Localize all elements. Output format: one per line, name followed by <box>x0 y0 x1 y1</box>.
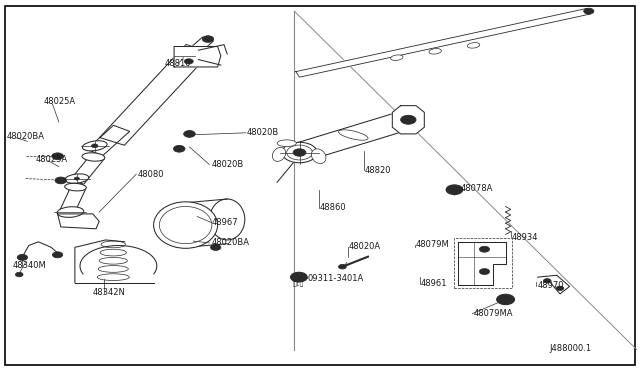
Text: 48020BA: 48020BA <box>6 132 44 141</box>
Text: 48860: 48860 <box>320 203 347 212</box>
Ellipse shape <box>339 130 368 140</box>
Circle shape <box>184 59 193 64</box>
Circle shape <box>584 8 594 14</box>
Text: 48340M: 48340M <box>13 261 47 270</box>
Circle shape <box>339 264 346 269</box>
Ellipse shape <box>83 141 107 151</box>
Polygon shape <box>80 246 157 274</box>
Ellipse shape <box>282 142 317 163</box>
Circle shape <box>92 144 98 148</box>
Circle shape <box>202 36 214 42</box>
Ellipse shape <box>277 140 296 147</box>
Bar <box>454 238 512 288</box>
Circle shape <box>74 177 79 180</box>
Circle shape <box>52 153 63 160</box>
Text: 〈1〉: 〈1〉 <box>293 281 305 287</box>
Ellipse shape <box>82 153 105 161</box>
Ellipse shape <box>287 145 312 160</box>
Polygon shape <box>296 9 591 77</box>
Circle shape <box>401 115 416 124</box>
Ellipse shape <box>390 55 403 60</box>
Text: 48967: 48967 <box>211 218 238 227</box>
Ellipse shape <box>467 43 480 48</box>
Text: 48020B: 48020B <box>246 128 278 137</box>
Text: 48020BA: 48020BA <box>211 238 249 247</box>
Circle shape <box>497 294 515 305</box>
Circle shape <box>211 244 221 250</box>
Circle shape <box>52 252 63 258</box>
Text: J488000.1: J488000.1 <box>549 344 591 353</box>
Ellipse shape <box>429 49 442 54</box>
Circle shape <box>479 246 490 252</box>
Circle shape <box>55 177 67 184</box>
Polygon shape <box>58 214 99 229</box>
Text: 48079M: 48079M <box>416 240 450 249</box>
Text: 48970: 48970 <box>538 281 564 290</box>
Text: 48020B: 48020B <box>211 160 243 169</box>
Circle shape <box>479 269 490 275</box>
Text: 48342N: 48342N <box>93 288 125 297</box>
Ellipse shape <box>65 174 89 183</box>
Text: 48079MA: 48079MA <box>474 309 513 318</box>
Ellipse shape <box>273 147 285 161</box>
Polygon shape <box>86 125 130 155</box>
Circle shape <box>15 272 23 277</box>
Circle shape <box>293 149 306 156</box>
Text: N: N <box>296 273 302 282</box>
Text: 48934: 48934 <box>512 233 538 242</box>
Polygon shape <box>60 187 86 211</box>
Circle shape <box>543 279 551 283</box>
Circle shape <box>184 131 195 137</box>
Circle shape <box>291 272 307 282</box>
Text: 48080: 48080 <box>138 170 164 179</box>
Ellipse shape <box>57 207 84 217</box>
Polygon shape <box>190 37 213 52</box>
Text: 48025A: 48025A <box>44 97 76 106</box>
Polygon shape <box>292 111 417 161</box>
Circle shape <box>17 254 28 260</box>
Polygon shape <box>392 106 424 134</box>
Ellipse shape <box>154 202 218 248</box>
Polygon shape <box>458 242 506 285</box>
Ellipse shape <box>65 183 86 191</box>
Text: 48820: 48820 <box>365 166 391 175</box>
Circle shape <box>173 145 185 152</box>
Text: 48961: 48961 <box>421 279 447 288</box>
Ellipse shape <box>210 199 244 240</box>
Polygon shape <box>70 155 104 184</box>
Text: 48810: 48810 <box>165 60 191 68</box>
Circle shape <box>450 187 459 192</box>
Text: 48078A: 48078A <box>461 185 493 193</box>
Circle shape <box>556 286 564 291</box>
Ellipse shape <box>312 149 326 164</box>
Circle shape <box>446 185 463 195</box>
Polygon shape <box>100 45 211 145</box>
Text: 09311-3401A: 09311-3401A <box>307 274 364 283</box>
Text: 48020A: 48020A <box>349 242 381 251</box>
Text: 48025A: 48025A <box>35 155 67 164</box>
Polygon shape <box>174 46 221 67</box>
Polygon shape <box>538 275 570 294</box>
Circle shape <box>501 297 510 302</box>
Ellipse shape <box>159 206 212 244</box>
